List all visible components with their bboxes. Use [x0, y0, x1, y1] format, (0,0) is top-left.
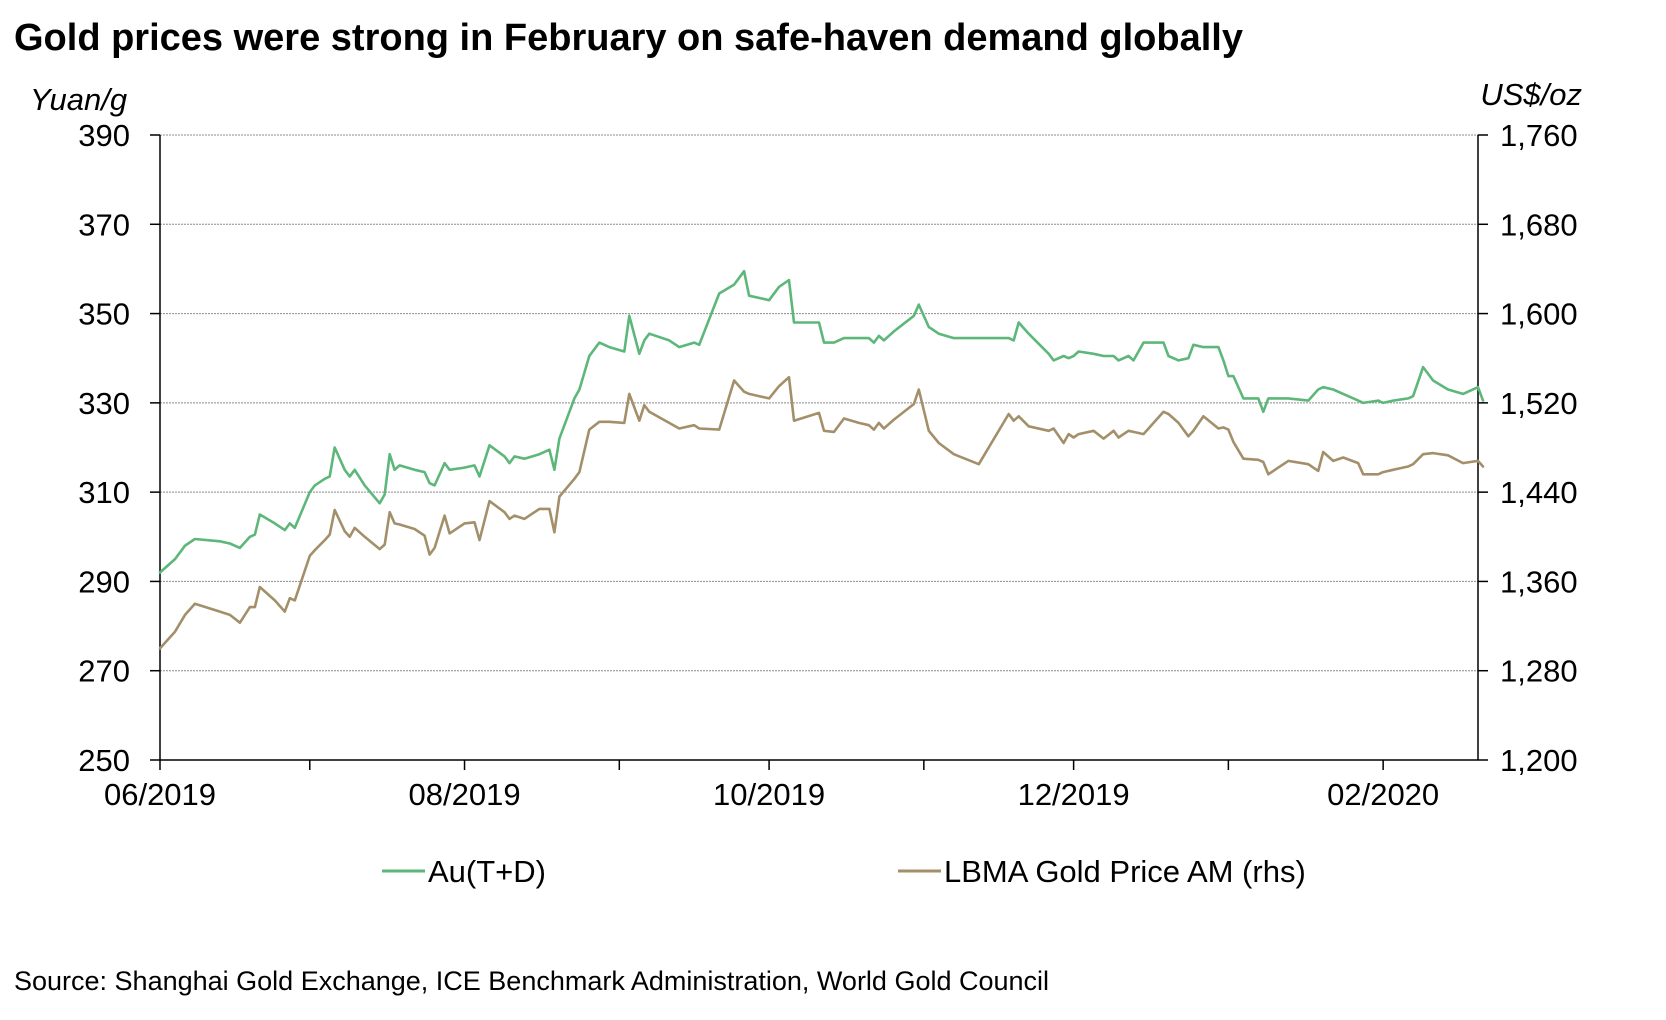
x-tick-label: 08/2019 [409, 777, 521, 812]
y-left-tick-label: 310 [78, 475, 130, 510]
legend-label-au-td: Au(T+D) [428, 854, 546, 889]
y-right-tick-label: 1,520 [1500, 386, 1578, 421]
y-left-tick-labels: 390 370 350 330 310 290 270 250 [78, 118, 130, 778]
y-right-tick-label: 1,200 [1500, 743, 1578, 778]
y-left-tick-label: 390 [78, 118, 130, 153]
x-tick-labels: 06/2019 08/2019 10/2019 12/2019 02/2020 [104, 777, 1439, 812]
y-right-tick-labels: 1,760 1,680 1,600 1,520 1,440 1,360 1,280 1,200 [1500, 118, 1578, 778]
y-right-tick-label: 1,600 [1500, 297, 1578, 332]
y-left-tick-label: 330 [78, 386, 130, 421]
series-line-au-td [158, 269, 1485, 574]
y-left-tick-label: 370 [78, 207, 130, 242]
x-tick-label: 12/2019 [1018, 777, 1130, 812]
legend-label-lbma: LBMA Gold Price AM (rhs) [944, 854, 1306, 889]
y-left-tick-label: 290 [78, 564, 130, 599]
y-left-tick-label: 270 [78, 654, 130, 689]
y-right-tick-label: 1,760 [1500, 118, 1578, 153]
y-right-tick-label: 1,680 [1500, 207, 1578, 242]
axes [150, 134, 1488, 770]
y-right-tick-label: 1,280 [1500, 654, 1578, 689]
y-right-axis-label: US$/oz [1480, 77, 1582, 112]
y-left-tick-label: 350 [78, 297, 130, 332]
y-right-tick-label: 1,440 [1500, 475, 1578, 510]
source-note: Source: Shanghai Gold Exchange, ICE Benc… [14, 966, 1049, 996]
grid-lines [160, 134, 1478, 672]
y-left-axis-label: Yuan/g [30, 82, 127, 117]
legend: Au(T+D) LBMA Gold Price AM (rhs) [382, 854, 1306, 889]
y-right-tick-label: 1,360 [1500, 564, 1578, 599]
x-tick-label: 10/2019 [713, 777, 825, 812]
series-line-lbma [158, 375, 1485, 650]
y-left-tick-label: 250 [78, 743, 130, 778]
x-tick-label: 02/2020 [1327, 777, 1439, 812]
x-tick-label: 06/2019 [104, 777, 216, 812]
chart-title: Gold prices were strong in February on s… [14, 17, 1243, 59]
series-lines [158, 269, 1485, 650]
